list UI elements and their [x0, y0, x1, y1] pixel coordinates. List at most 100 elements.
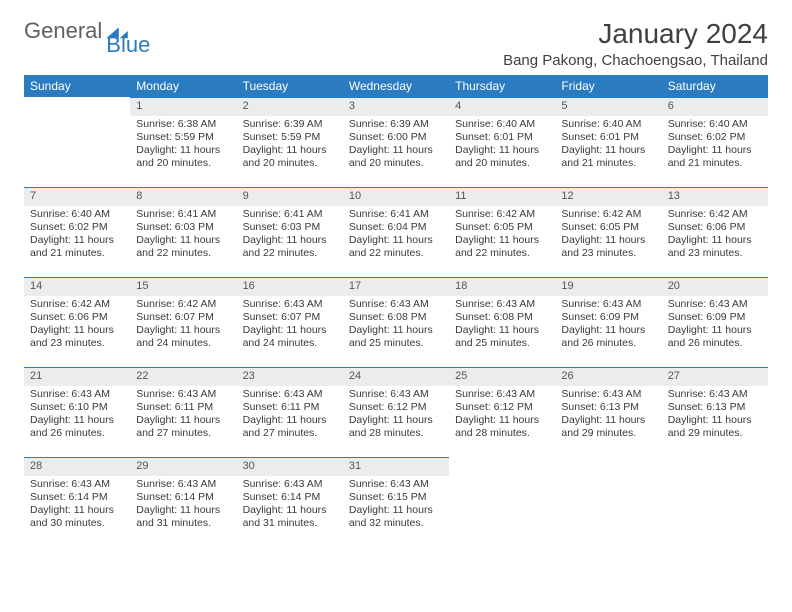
- sunrise-line: Sunrise: 6:41 AM: [136, 208, 230, 221]
- calendar-row: 28Sunrise: 6:43 AMSunset: 6:14 PMDayligh…: [24, 457, 768, 547]
- sunrise-line: Sunrise: 6:43 AM: [30, 388, 124, 401]
- sunrise-line: Sunrise: 6:43 AM: [243, 298, 337, 311]
- calendar-day: 24Sunrise: 6:43 AMSunset: 6:12 PMDayligh…: [343, 367, 449, 457]
- sunset-line: Sunset: 6:14 PM: [243, 491, 337, 504]
- sunset-line: Sunset: 6:14 PM: [136, 491, 230, 504]
- day-number: 19: [555, 277, 661, 296]
- calendar-row: 14Sunrise: 6:42 AMSunset: 6:06 PMDayligh…: [24, 277, 768, 367]
- sunset-line: Sunset: 6:03 PM: [243, 221, 337, 234]
- weekday-header: Saturday: [662, 75, 768, 97]
- sunrise-line: Sunrise: 6:40 AM: [668, 118, 762, 131]
- day-number: 28: [24, 457, 130, 476]
- sunset-line: Sunset: 6:07 PM: [136, 311, 230, 324]
- sunset-line: Sunset: 6:12 PM: [455, 401, 549, 414]
- calendar-day: 21Sunrise: 6:43 AMSunset: 6:10 PMDayligh…: [24, 367, 130, 457]
- calendar-day: 23Sunrise: 6:43 AMSunset: 6:11 PMDayligh…: [237, 367, 343, 457]
- day-body: Sunrise: 6:38 AMSunset: 5:59 PMDaylight:…: [130, 116, 236, 177]
- calendar-row: 7Sunrise: 6:40 AMSunset: 6:02 PMDaylight…: [24, 187, 768, 277]
- calendar-day: 12Sunrise: 6:42 AMSunset: 6:05 PMDayligh…: [555, 187, 661, 277]
- day-body: Sunrise: 6:42 AMSunset: 6:05 PMDaylight:…: [555, 206, 661, 267]
- day-body: Sunrise: 6:43 AMSunset: 6:07 PMDaylight:…: [237, 296, 343, 357]
- calendar-day: 22Sunrise: 6:43 AMSunset: 6:11 PMDayligh…: [130, 367, 236, 457]
- daylight-line: Daylight: 11 hours and 21 minutes.: [30, 234, 124, 260]
- daylight-line: Daylight: 11 hours and 20 minutes.: [243, 144, 337, 170]
- sunset-line: Sunset: 6:06 PM: [30, 311, 124, 324]
- calendar-day: 2Sunrise: 6:39 AMSunset: 5:59 PMDaylight…: [237, 97, 343, 187]
- sunrise-line: Sunrise: 6:43 AM: [455, 298, 549, 311]
- sunrise-line: Sunrise: 6:38 AM: [136, 118, 230, 131]
- calendar-day: 30Sunrise: 6:43 AMSunset: 6:14 PMDayligh…: [237, 457, 343, 547]
- day-number: 23: [237, 367, 343, 386]
- calendar-day: 10Sunrise: 6:41 AMSunset: 6:04 PMDayligh…: [343, 187, 449, 277]
- day-number: 13: [662, 187, 768, 206]
- day-body: Sunrise: 6:43 AMSunset: 6:14 PMDaylight:…: [130, 476, 236, 537]
- calendar-day: 1Sunrise: 6:38 AMSunset: 5:59 PMDaylight…: [130, 97, 236, 187]
- day-number: 6: [662, 97, 768, 116]
- daylight-line: Daylight: 11 hours and 26 minutes.: [30, 414, 124, 440]
- calendar-day: 8Sunrise: 6:41 AMSunset: 6:03 PMDaylight…: [130, 187, 236, 277]
- sunrise-line: Sunrise: 6:39 AM: [349, 118, 443, 131]
- sunset-line: Sunset: 6:10 PM: [30, 401, 124, 414]
- day-number: 2: [237, 97, 343, 116]
- daylight-line: Daylight: 11 hours and 31 minutes.: [136, 504, 230, 530]
- day-body: Sunrise: 6:43 AMSunset: 6:14 PMDaylight:…: [24, 476, 130, 537]
- sunset-line: Sunset: 6:01 PM: [455, 131, 549, 144]
- sunset-line: Sunset: 6:08 PM: [349, 311, 443, 324]
- day-body: Sunrise: 6:43 AMSunset: 6:13 PMDaylight:…: [555, 386, 661, 447]
- day-number: 3: [343, 97, 449, 116]
- day-body: Sunrise: 6:42 AMSunset: 6:06 PMDaylight:…: [662, 206, 768, 267]
- day-body: Sunrise: 6:43 AMSunset: 6:09 PMDaylight:…: [555, 296, 661, 357]
- sunrise-line: Sunrise: 6:43 AM: [349, 478, 443, 491]
- sunrise-line: Sunrise: 6:43 AM: [349, 388, 443, 401]
- calendar-empty: [449, 457, 555, 547]
- day-body: Sunrise: 6:39 AMSunset: 5:59 PMDaylight:…: [237, 116, 343, 177]
- calendar-day: 15Sunrise: 6:42 AMSunset: 6:07 PMDayligh…: [130, 277, 236, 367]
- calendar-day: 20Sunrise: 6:43 AMSunset: 6:09 PMDayligh…: [662, 277, 768, 367]
- weekday-header: Thursday: [449, 75, 555, 97]
- calendar-day: 5Sunrise: 6:40 AMSunset: 6:01 PMDaylight…: [555, 97, 661, 187]
- day-number: 7: [24, 187, 130, 206]
- sunset-line: Sunset: 6:12 PM: [349, 401, 443, 414]
- daylight-line: Daylight: 11 hours and 23 minutes.: [668, 234, 762, 260]
- day-number: 25: [449, 367, 555, 386]
- calendar-day: 4Sunrise: 6:40 AMSunset: 6:01 PMDaylight…: [449, 97, 555, 187]
- daylight-line: Daylight: 11 hours and 22 minutes.: [136, 234, 230, 260]
- sunset-line: Sunset: 6:08 PM: [455, 311, 549, 324]
- sunrise-line: Sunrise: 6:42 AM: [455, 208, 549, 221]
- sunset-line: Sunset: 6:11 PM: [243, 401, 337, 414]
- location-subtitle: Bang Pakong, Chachoengsao, Thailand: [503, 52, 768, 69]
- page-title: January 2024: [503, 18, 768, 50]
- calendar-day: 11Sunrise: 6:42 AMSunset: 6:05 PMDayligh…: [449, 187, 555, 277]
- daylight-line: Daylight: 11 hours and 29 minutes.: [561, 414, 655, 440]
- weekday-header: Sunday: [24, 75, 130, 97]
- calendar-day: 25Sunrise: 6:43 AMSunset: 6:12 PMDayligh…: [449, 367, 555, 457]
- calendar-day: 6Sunrise: 6:40 AMSunset: 6:02 PMDaylight…: [662, 97, 768, 187]
- sunrise-line: Sunrise: 6:43 AM: [136, 478, 230, 491]
- sunset-line: Sunset: 6:07 PM: [243, 311, 337, 324]
- daylight-line: Daylight: 11 hours and 20 minutes.: [455, 144, 549, 170]
- day-body: Sunrise: 6:40 AMSunset: 6:01 PMDaylight:…: [555, 116, 661, 177]
- sunrise-line: Sunrise: 6:43 AM: [561, 298, 655, 311]
- calendar-day: 29Sunrise: 6:43 AMSunset: 6:14 PMDayligh…: [130, 457, 236, 547]
- weekday-header: Monday: [130, 75, 236, 97]
- sunset-line: Sunset: 6:02 PM: [668, 131, 762, 144]
- calendar-day: 7Sunrise: 6:40 AMSunset: 6:02 PMDaylight…: [24, 187, 130, 277]
- day-number: 12: [555, 187, 661, 206]
- day-number: 16: [237, 277, 343, 296]
- day-body: Sunrise: 6:43 AMSunset: 6:13 PMDaylight:…: [662, 386, 768, 447]
- day-number: 1: [130, 97, 236, 116]
- sunrise-line: Sunrise: 6:43 AM: [349, 298, 443, 311]
- sunset-line: Sunset: 6:00 PM: [349, 131, 443, 144]
- calendar-body: 1Sunrise: 6:38 AMSunset: 5:59 PMDaylight…: [24, 97, 768, 547]
- day-number: 5: [555, 97, 661, 116]
- day-number: 10: [343, 187, 449, 206]
- logo-text-general: General: [24, 18, 102, 44]
- daylight-line: Daylight: 11 hours and 25 minutes.: [455, 324, 549, 350]
- logo: General Blue: [24, 18, 174, 44]
- calendar-day: 28Sunrise: 6:43 AMSunset: 6:14 PMDayligh…: [24, 457, 130, 547]
- sunset-line: Sunset: 6:09 PM: [561, 311, 655, 324]
- day-body: Sunrise: 6:43 AMSunset: 6:15 PMDaylight:…: [343, 476, 449, 537]
- calendar-day: 19Sunrise: 6:43 AMSunset: 6:09 PMDayligh…: [555, 277, 661, 367]
- sunrise-line: Sunrise: 6:43 AM: [561, 388, 655, 401]
- day-number: 31: [343, 457, 449, 476]
